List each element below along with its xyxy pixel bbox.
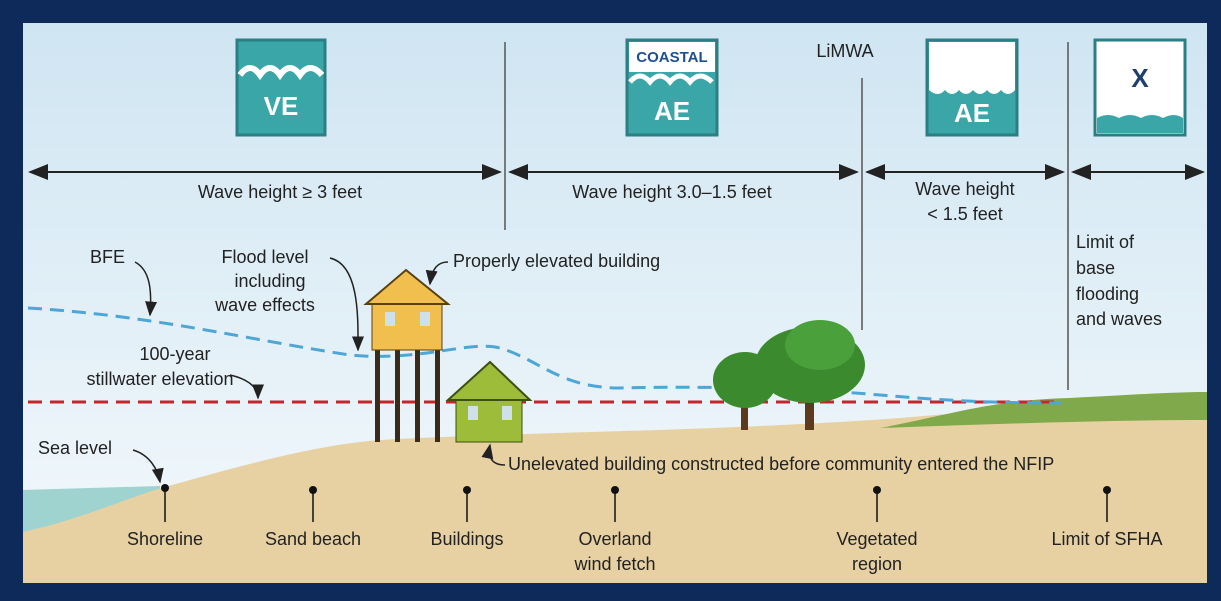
- annotation: Flood level: [221, 247, 308, 267]
- location-label: Buildings: [430, 529, 503, 549]
- location-label: Sand beach: [265, 529, 361, 549]
- zone-label: Wave height: [915, 179, 1014, 199]
- location-label: Limit of SFHA: [1051, 529, 1162, 549]
- annotation: stillwater elevation: [86, 369, 233, 389]
- zone-label: Limit of: [1076, 232, 1135, 252]
- badge-label: VE: [264, 91, 299, 121]
- badge-label: X: [1131, 63, 1149, 93]
- location-label: Shoreline: [127, 529, 203, 549]
- annotation: wave effects: [214, 295, 315, 315]
- limwa-label: LiMWA: [816, 41, 873, 61]
- diagram: VE COASTAL AE AE X LiMWA Wave height ≥ 3…: [0, 0, 1221, 596]
- annotation: Properly elevated building: [453, 251, 660, 271]
- annotation: 100-year: [139, 344, 210, 364]
- annotation: BFE: [90, 247, 125, 267]
- location-label: wind fetch: [573, 554, 655, 574]
- annotation: including: [234, 271, 305, 291]
- badge-label: COASTAL: [636, 49, 707, 66]
- annotation: Sea level: [38, 438, 112, 458]
- badge-label: AE: [654, 96, 690, 126]
- location-label: Vegetated: [836, 529, 917, 549]
- zone-label: Wave height ≥ 3 feet: [198, 182, 362, 202]
- zone-label: and waves: [1076, 309, 1162, 329]
- location-label: region: [852, 554, 902, 574]
- annotation: Unelevated building constructed before c…: [508, 454, 1054, 474]
- badge-coastal-ae: COASTAL AE: [627, 40, 717, 135]
- badge-ve: VE: [237, 40, 325, 135]
- badge-x: X: [1095, 40, 1185, 135]
- zone-label: Wave height 3.0–1.5 feet: [572, 182, 771, 202]
- badge-label: AE: [954, 98, 990, 128]
- zone-label: < 1.5 feet: [927, 204, 1003, 224]
- badge-ae: AE: [927, 40, 1017, 135]
- zone-label: base: [1076, 258, 1115, 278]
- location-label: Overland: [578, 529, 651, 549]
- zone-label: flooding: [1076, 284, 1139, 304]
